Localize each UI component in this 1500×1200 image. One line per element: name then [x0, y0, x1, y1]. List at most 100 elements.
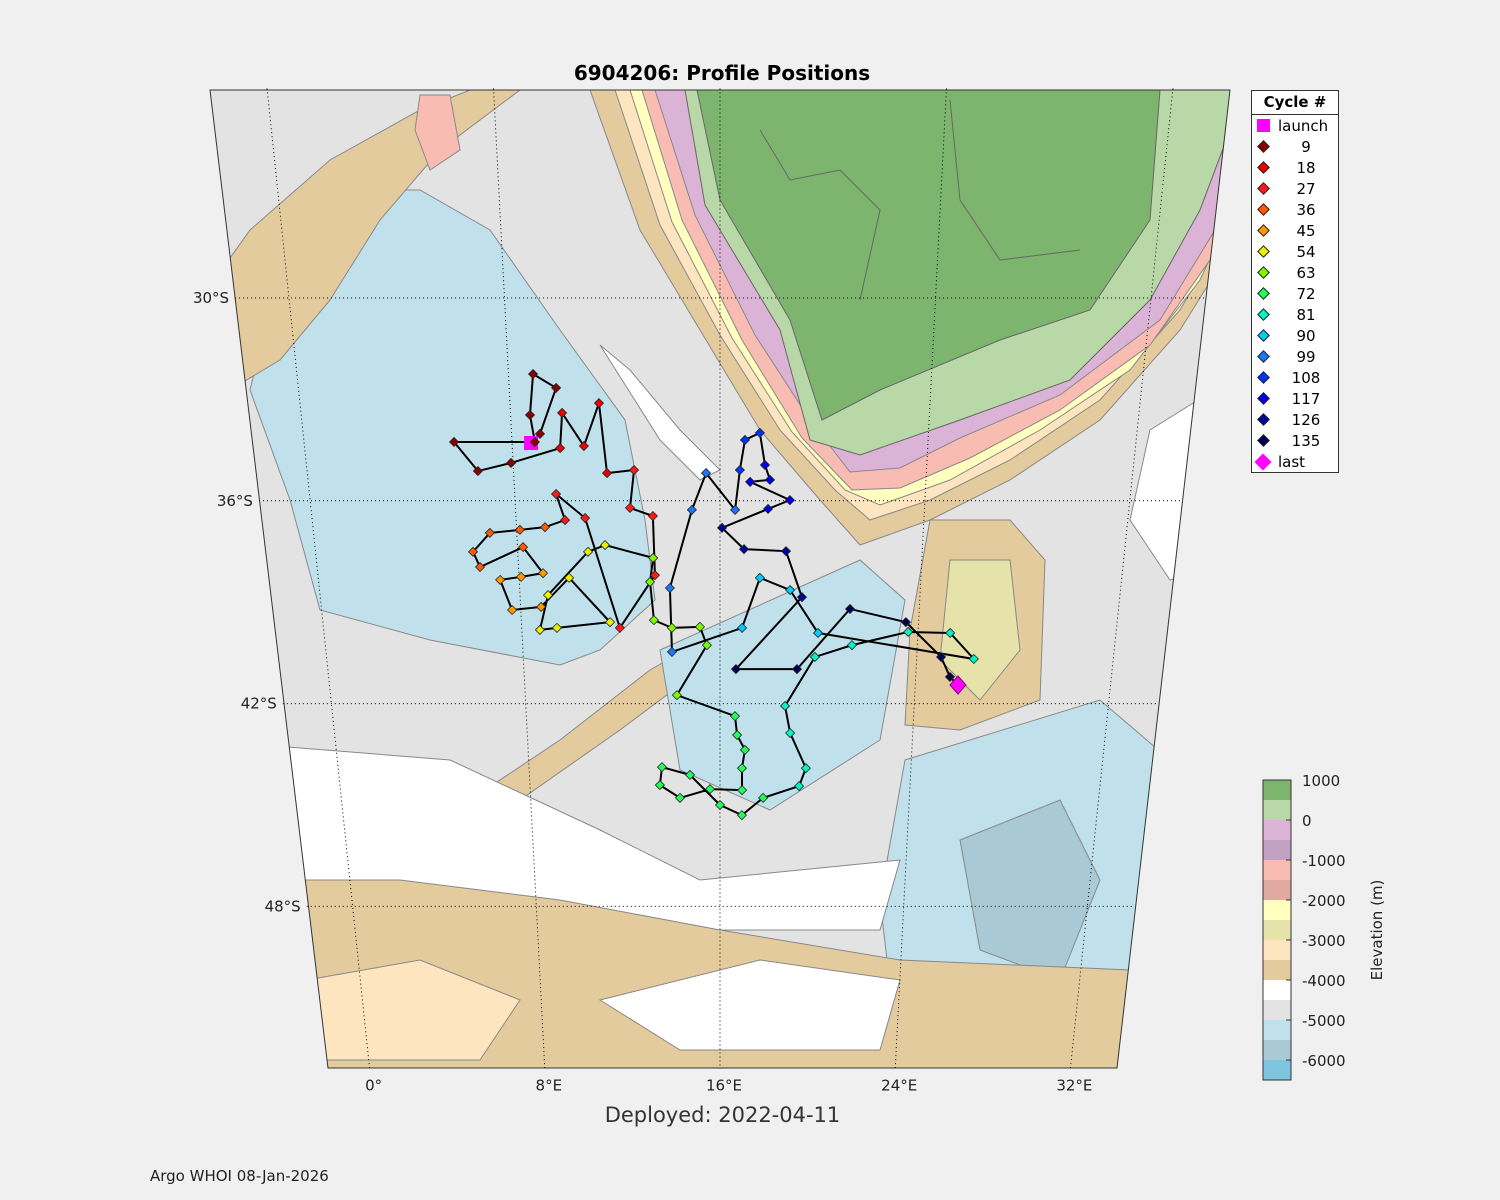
dot-marker-icon: [1256, 245, 1270, 258]
profile-point: [745, 476, 756, 487]
legend-label: 45: [1296, 221, 1316, 240]
profile-point: [527, 368, 539, 380]
profile-point: [559, 515, 571, 526]
profile-point: [736, 785, 748, 796]
profile-point: [701, 640, 712, 651]
lon-tick-label: 0°: [365, 1077, 382, 1095]
profile-point: [649, 570, 660, 581]
profile-point: [739, 744, 751, 755]
profile-point: [730, 664, 741, 675]
profile-point: [716, 522, 728, 533]
profile-point: [448, 436, 460, 448]
legend-title: Cycle #: [1252, 91, 1338, 115]
profile-point: [791, 664, 803, 675]
lat-tick-label: 42°S: [241, 695, 277, 713]
colorbar-band: [1263, 780, 1291, 800]
legend-entry: launch: [1252, 115, 1338, 136]
profile-point: [578, 440, 589, 452]
float-track: [448, 368, 979, 821]
profile-point: [582, 546, 594, 557]
legend-entry: last: [1252, 451, 1338, 472]
profile-point: [759, 459, 771, 471]
map-frame: [209, 89, 1231, 1069]
legend-entry: 27: [1252, 178, 1338, 199]
profile-point: [551, 382, 562, 393]
dot-marker-icon: [1256, 392, 1270, 405]
profile-point: [614, 622, 625, 633]
profile-point: [507, 604, 518, 616]
profile-point: [514, 524, 525, 535]
profile-point: [754, 572, 765, 583]
profile-point: [944, 671, 956, 682]
legend-entry: 99: [1252, 346, 1338, 367]
profile-point: [628, 464, 640, 476]
lat-tick-label: 48°S: [265, 897, 301, 915]
profile-point: [505, 457, 517, 469]
dot-marker-icon: [1256, 287, 1270, 300]
legend-label: 54: [1296, 242, 1316, 261]
colorbar-tick-label: 0: [1302, 812, 1312, 830]
legend-label: 126: [1291, 410, 1321, 429]
meridian-line: [266, 88, 371, 1069]
profile-point: [844, 603, 856, 615]
colorbar-band: [1263, 820, 1291, 840]
legend-label: 72: [1296, 284, 1316, 303]
diamond-marker-icon: [1254, 453, 1272, 470]
colorbar-tick-label: 1000: [1302, 772, 1340, 790]
profile-point: [550, 488, 562, 500]
colorbar-band: [1263, 840, 1291, 860]
dot-marker-icon: [1256, 182, 1270, 195]
profile-point: [644, 576, 656, 587]
dot-marker-icon: [1256, 140, 1270, 153]
legend: Cycle # launch 9 18 27 36 45 54 63 72 81 90 99 108 11…: [1251, 90, 1339, 473]
dot-marker-icon: [1256, 350, 1270, 363]
legend-label: 63: [1296, 263, 1316, 282]
legend-entry: 54: [1252, 241, 1338, 262]
profile-point: [758, 792, 769, 803]
profile-point: [534, 624, 545, 635]
colorbar-band: [1263, 1020, 1291, 1040]
profile-point: [467, 546, 479, 557]
legend-label: 90: [1296, 326, 1316, 345]
profile-point: [779, 700, 791, 712]
profile-point: [647, 510, 658, 522]
dot-marker-icon: [1256, 329, 1270, 342]
colorbar-frame: [1262, 779, 1292, 1081]
legend-entry: 81: [1252, 304, 1338, 325]
legend-label: 27: [1296, 179, 1316, 198]
legend-entry: 72: [1252, 283, 1338, 304]
legend-label: 18: [1296, 158, 1316, 177]
legend-label: 108: [1291, 368, 1321, 387]
profile-point: [764, 474, 776, 485]
profile-point: [529, 436, 540, 448]
cape-basin-deep: [249, 189, 656, 666]
profile-point: [648, 552, 659, 563]
profile-point: [557, 407, 568, 418]
colorbar-band: [1263, 1040, 1291, 1060]
profile-point: [785, 584, 796, 596]
legend-entry: 126: [1252, 409, 1338, 430]
legend-label: 9: [1301, 137, 1311, 156]
profile-point: [516, 571, 527, 582]
legend-entry: 63: [1252, 262, 1338, 283]
profile-point: [800, 763, 811, 774]
profile-point: [762, 503, 774, 514]
profile-point: [654, 779, 665, 791]
legend-entry: 18: [1252, 157, 1338, 178]
legend-entry: 90: [1252, 325, 1338, 346]
colorbar-tick-label: -5000: [1302, 1012, 1346, 1030]
profile-point: [564, 572, 575, 583]
profile-point: [671, 690, 682, 701]
profile-point: [542, 590, 554, 601]
legend-entry: 117: [1252, 388, 1338, 409]
colorbar-band: [1263, 920, 1291, 940]
meridian-line: [1069, 88, 1174, 1069]
profile-point: [729, 711, 741, 722]
lat-tick-label: 36°S: [217, 492, 253, 510]
legend-entry: 36: [1252, 199, 1338, 220]
profile-point: [736, 810, 747, 821]
lon-tick-label: 16°E: [706, 1077, 742, 1095]
profile-point: [599, 540, 611, 551]
profile-point: [664, 582, 675, 594]
